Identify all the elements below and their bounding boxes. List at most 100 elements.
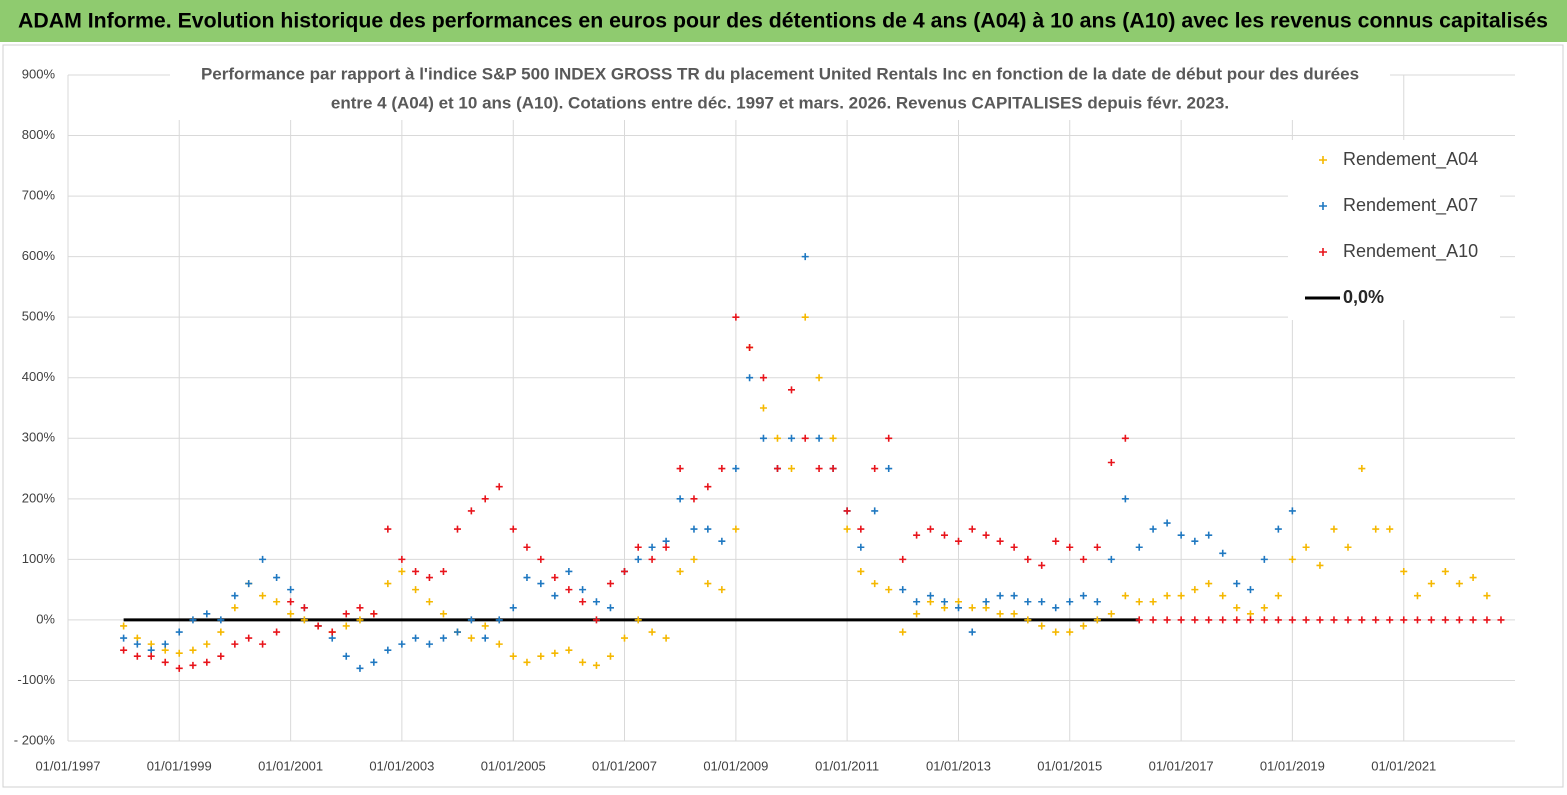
- point: [899, 586, 907, 594]
- point: [203, 610, 211, 618]
- point: [1372, 616, 1380, 624]
- point: [1191, 586, 1199, 594]
- point: [189, 661, 197, 669]
- point: [481, 634, 489, 642]
- point: [1052, 537, 1060, 545]
- chart-frame: [2, 44, 1564, 788]
- point: [384, 525, 392, 533]
- point: [1386, 616, 1394, 624]
- point: [579, 658, 587, 666]
- point: [871, 580, 879, 588]
- point: [1093, 598, 1101, 606]
- point: [1177, 531, 1185, 539]
- point: [1358, 616, 1366, 624]
- point: [1427, 580, 1435, 588]
- point: [328, 628, 336, 636]
- point: [1135, 543, 1143, 551]
- point: [509, 604, 517, 612]
- title-box: [170, 60, 1390, 120]
- point: [1079, 622, 1087, 630]
- point: [676, 465, 684, 473]
- point: [634, 543, 642, 551]
- point: [1177, 592, 1185, 600]
- point: [120, 622, 128, 630]
- point: [1024, 555, 1032, 563]
- point: [259, 640, 267, 648]
- point: [217, 616, 225, 624]
- point: [955, 598, 963, 606]
- y-tick-label: 200%: [22, 490, 56, 505]
- point: [1010, 592, 1018, 600]
- point: [773, 434, 781, 442]
- y-tick-label: 400%: [22, 369, 56, 384]
- point: [1246, 616, 1254, 624]
- point: [759, 374, 767, 382]
- point: [718, 465, 726, 473]
- point: [495, 616, 503, 624]
- point: [370, 610, 378, 618]
- legend-label: Rendement_A04: [1343, 149, 1478, 170]
- y-tick-label: 100%: [22, 551, 56, 566]
- point: [120, 634, 128, 642]
- chart-title: entre 4 (A04) et 10 ans (A10). Cotations…: [331, 93, 1229, 112]
- point: [1246, 610, 1254, 618]
- point: [926, 525, 934, 533]
- point: [1469, 574, 1477, 582]
- point: [203, 658, 211, 666]
- point: [606, 604, 614, 612]
- point: [1274, 616, 1282, 624]
- point: [356, 604, 364, 612]
- point: [1316, 561, 1324, 569]
- point: [287, 610, 295, 618]
- point: [370, 658, 378, 666]
- y-tick-label: 700%: [22, 188, 56, 203]
- point: [1024, 598, 1032, 606]
- point: [1066, 543, 1074, 551]
- point: [481, 495, 489, 503]
- point: [1038, 561, 1046, 569]
- y-tick-label: -100%: [17, 672, 55, 687]
- point: [885, 465, 893, 473]
- x-tick-label: 01/01/1997: [35, 758, 100, 773]
- banner-title: ADAM Informe. Evolution historique des p…: [18, 10, 1548, 33]
- x-tick-label: 01/01/2011: [815, 758, 879, 773]
- y-tick-label: - 200%: [14, 732, 56, 747]
- point: [231, 604, 239, 612]
- chart-title: Performance par rapport à l'indice S&P 5…: [201, 64, 1359, 83]
- point: [1400, 567, 1408, 575]
- point: [259, 555, 267, 563]
- point: [1483, 616, 1491, 624]
- point: [1205, 616, 1213, 624]
- point: [968, 628, 976, 636]
- point: [453, 628, 461, 636]
- y-tick-label: 800%: [22, 127, 56, 142]
- x-tick-label: 01/01/2009: [703, 758, 768, 773]
- point: [1344, 543, 1352, 551]
- legend-box: [1288, 140, 1500, 320]
- point: [161, 640, 169, 648]
- point: [1274, 525, 1282, 533]
- point: [913, 531, 921, 539]
- point: [425, 640, 433, 648]
- point: [940, 604, 948, 612]
- point: [815, 465, 823, 473]
- point: [398, 567, 406, 575]
- point: [189, 646, 197, 654]
- point: [620, 567, 628, 575]
- point: [1107, 555, 1115, 563]
- point: [843, 507, 851, 515]
- point: [439, 567, 447, 575]
- point: [857, 567, 865, 575]
- point: [1010, 543, 1018, 551]
- y-tick-label: 900%: [22, 66, 56, 81]
- point: [398, 555, 406, 563]
- point: [1079, 555, 1087, 563]
- point: [1024, 616, 1032, 624]
- point: [300, 616, 308, 624]
- point: [704, 525, 712, 533]
- x-tick-label: 01/01/2001: [258, 758, 323, 773]
- point: [147, 652, 155, 660]
- point: [732, 313, 740, 321]
- y-tick-label: 600%: [22, 248, 56, 263]
- point: [1260, 555, 1268, 563]
